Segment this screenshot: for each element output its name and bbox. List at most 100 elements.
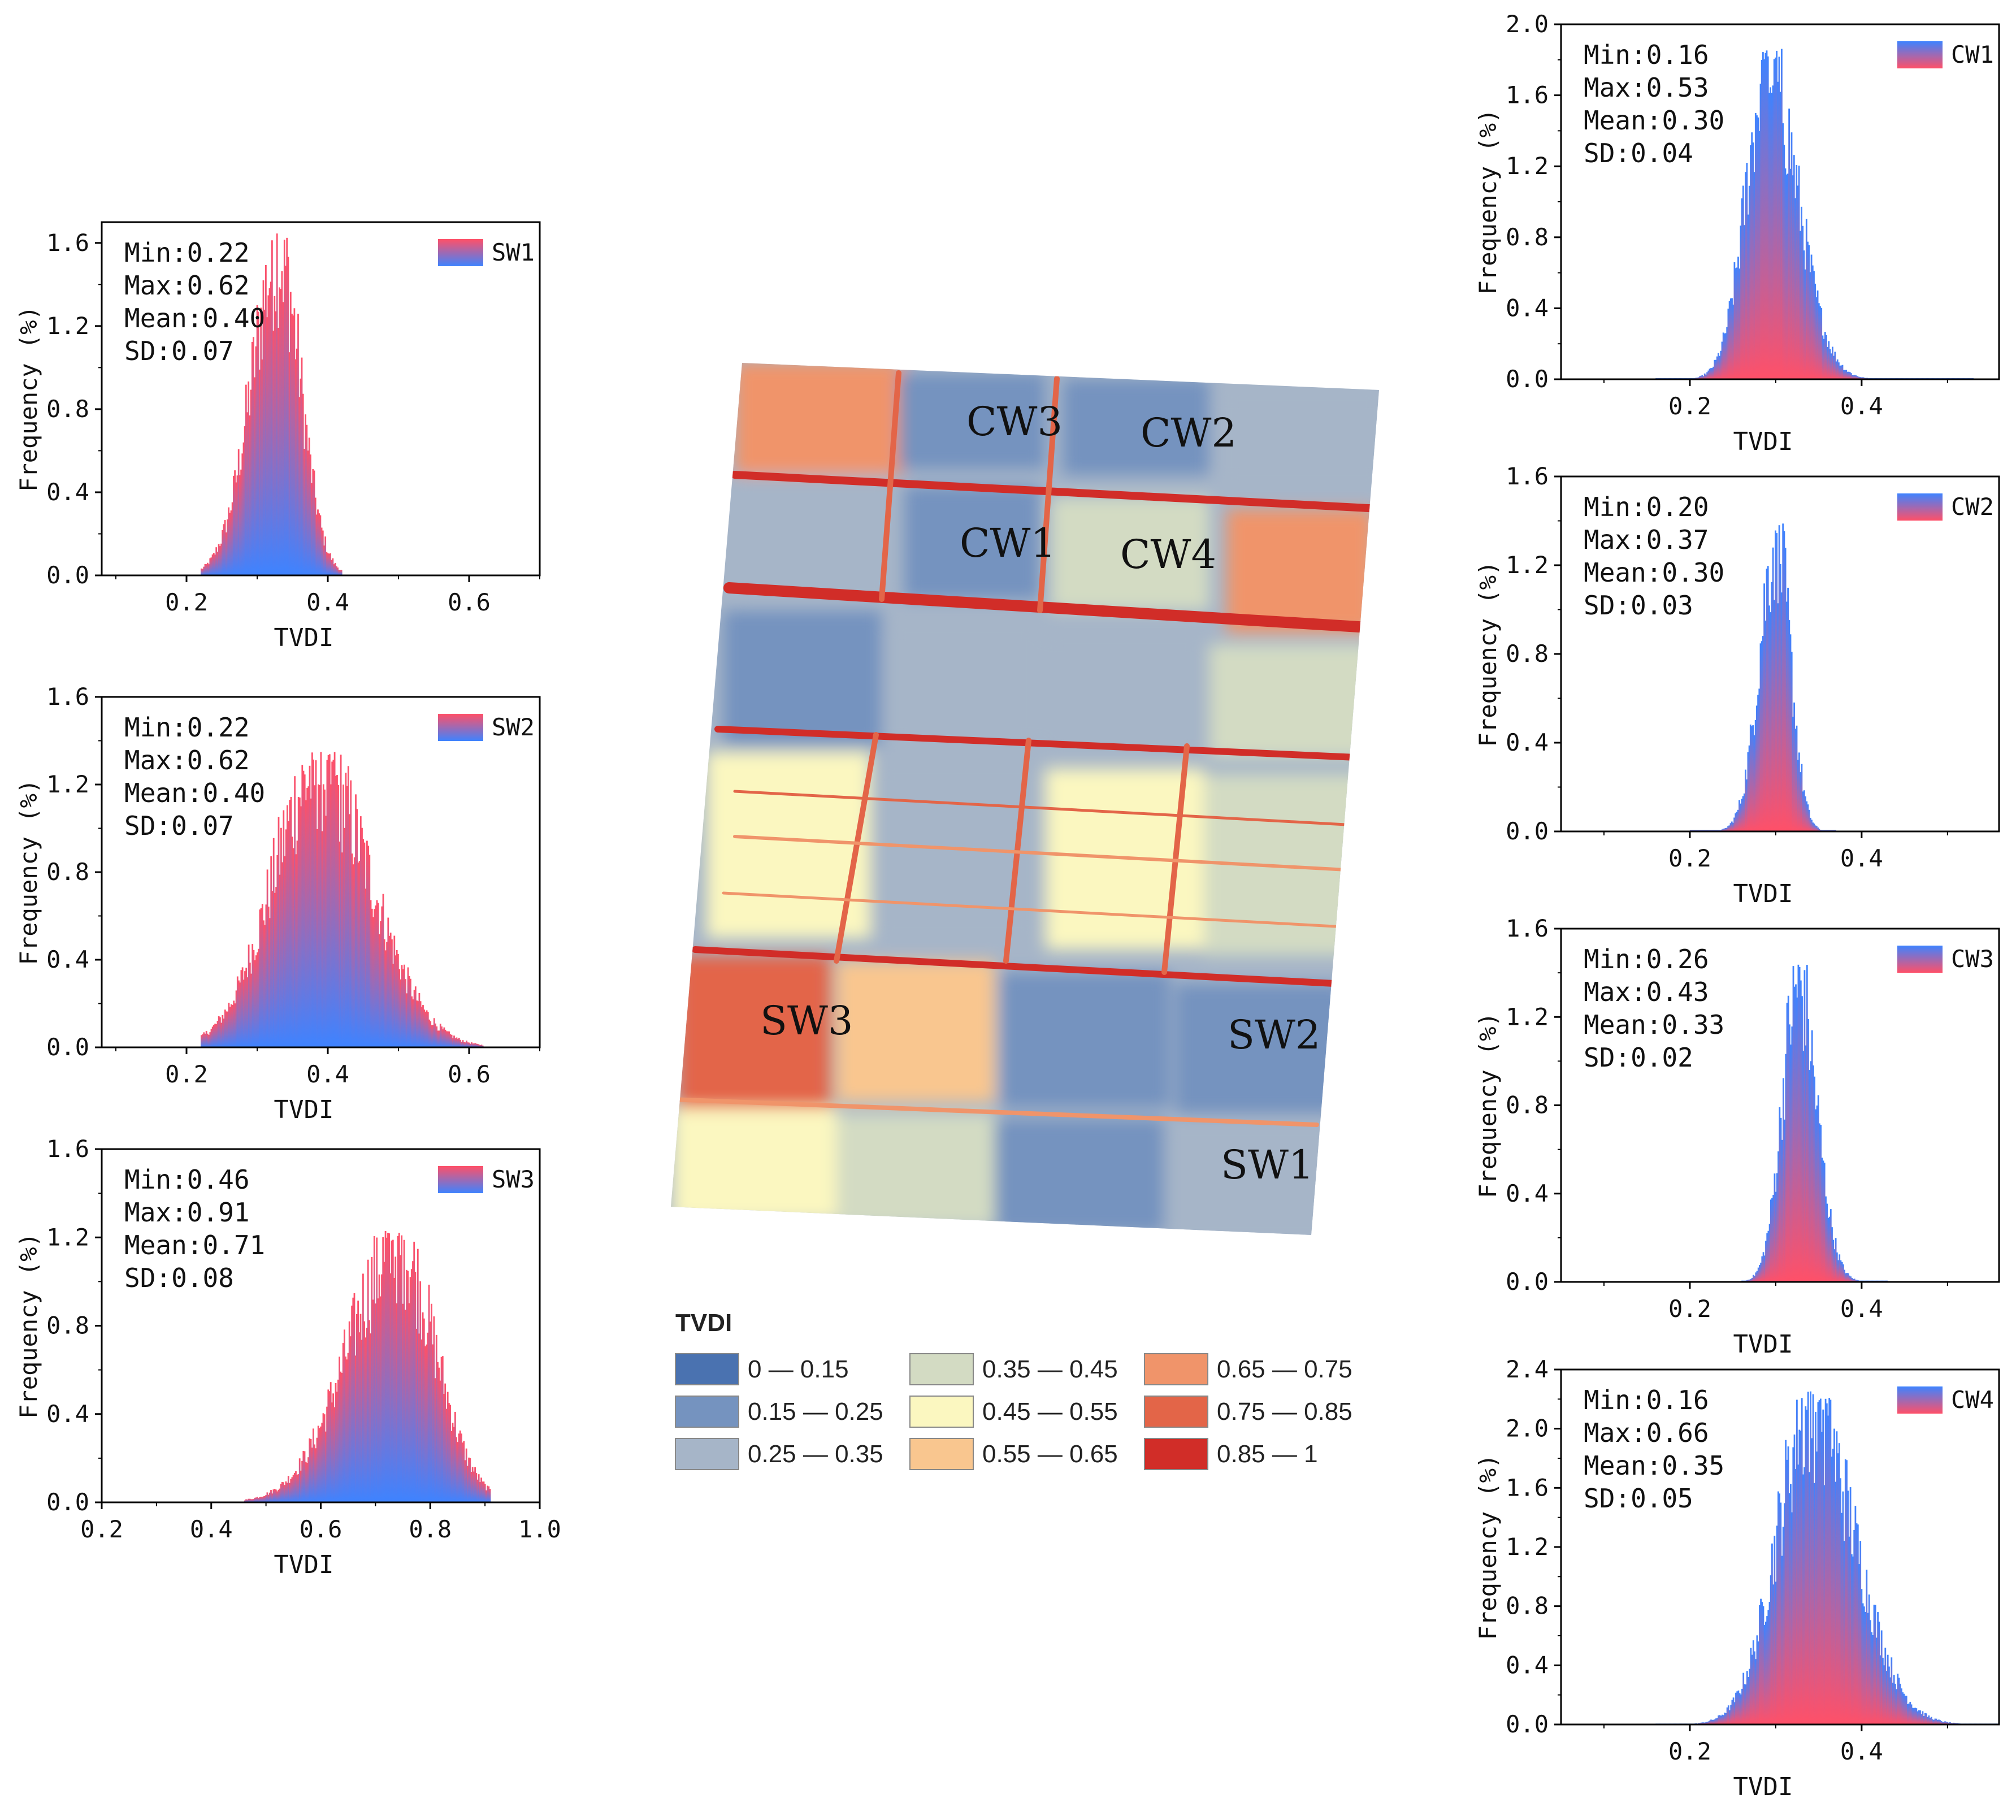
histogram-bar — [339, 570, 341, 575]
histogram-bar — [1935, 1718, 1937, 1724]
histogram-bar — [1785, 174, 1788, 379]
histogram-bar — [464, 1460, 466, 1502]
histogram-bar — [342, 1343, 344, 1502]
histogram-bar — [298, 397, 300, 575]
legend-class-label: 0.55 — 0.65 — [982, 1440, 1118, 1468]
legend-title: TVDI — [675, 1309, 732, 1337]
y-tick-label: 0.4 — [46, 478, 89, 506]
histogram-bar — [230, 1004, 232, 1047]
histogram-bar — [1779, 564, 1781, 831]
y-tick-label: 0.4 — [46, 946, 89, 973]
histogram-bar — [361, 827, 363, 1047]
histogram-bar — [252, 1499, 253, 1502]
histogram-bar — [1777, 1491, 1779, 1724]
histogram-bar — [264, 1496, 266, 1502]
histogram-bar — [1767, 56, 1769, 380]
histogram-bar — [322, 1413, 324, 1502]
histogram-bar — [1929, 1718, 1931, 1724]
histogram-bar — [1783, 531, 1785, 831]
histogram-bar — [427, 1332, 429, 1502]
histogram-bar — [391, 1240, 393, 1502]
stat-line: Mean:0.35 — [1584, 1450, 1724, 1481]
histogram-bar — [284, 856, 286, 1047]
histogram-bar — [293, 848, 294, 1047]
histogram-bar — [1798, 166, 1800, 379]
histogram-bar — [326, 552, 328, 575]
histogram-bar — [218, 544, 220, 575]
histogram-bar — [314, 785, 316, 1047]
histogram-bar — [345, 1357, 346, 1502]
histogram-bar — [203, 566, 205, 575]
histogram-bar — [1759, 84, 1762, 379]
histogram-bar — [244, 426, 246, 575]
legend-swatch — [438, 1166, 483, 1193]
histogram-bar — [242, 980, 245, 1047]
histogram-bar — [1744, 1684, 1746, 1724]
stat-line: Min:0.22 — [124, 237, 250, 268]
histogram-bar — [365, 1337, 367, 1502]
histogram-bar — [1793, 986, 1796, 1282]
histogram-bar — [1791, 1026, 1793, 1282]
histogram-bar — [313, 759, 314, 1047]
histogram-bar — [362, 839, 365, 1047]
histogram-bar — [1773, 59, 1775, 380]
histogram-bar — [1786, 601, 1788, 831]
histogram-bar — [1920, 1714, 1923, 1724]
histogram-bar — [249, 963, 251, 1047]
histogram-bar — [1852, 1556, 1854, 1724]
legend-label: CW3 — [1951, 945, 1994, 973]
histogram-bar — [352, 1297, 354, 1502]
histogram-bar — [1923, 1716, 1925, 1724]
histogram-bar — [237, 449, 240, 575]
histogram-bar — [1814, 825, 1816, 831]
histogram-bar — [476, 1479, 479, 1502]
histogram-bar — [255, 955, 257, 1047]
histogram-bar — [1794, 1469, 1797, 1724]
x-tick-label: 0.4 — [1840, 392, 1883, 420]
histogram-bar — [1832, 1240, 1835, 1282]
histogram-bar — [261, 1497, 263, 1502]
histogram-bar — [1914, 1708, 1916, 1724]
histogram-bar — [319, 515, 322, 575]
histogram-bar — [1797, 185, 1799, 379]
histogram-bar — [1848, 1536, 1850, 1724]
plot-label: SW3 — [760, 998, 853, 1044]
histogram-bar — [479, 1482, 481, 1502]
histogram-bar — [1702, 376, 1705, 379]
histogram-bar — [444, 1383, 446, 1502]
histogram-bar — [1802, 1474, 1804, 1724]
histogram-bar — [1802, 226, 1804, 379]
histogram-bar — [1833, 1428, 1835, 1724]
histogram-bar — [245, 968, 248, 1047]
histogram-bar — [344, 827, 346, 1047]
y-axis-label: Frequency (%) — [15, 1233, 42, 1419]
histogram-bar — [1856, 1280, 1858, 1282]
histogram-bar — [253, 337, 254, 575]
histogram-bar — [358, 1332, 361, 1502]
histogram-bar — [359, 1314, 362, 1502]
histogram-bar — [1855, 1523, 1858, 1724]
histogram-bar — [1742, 185, 1744, 379]
histogram-bar — [305, 1462, 307, 1502]
histogram-bar — [396, 1303, 398, 1502]
histogram-bar — [337, 1379, 339, 1502]
histogram-bar — [1880, 1630, 1883, 1724]
histogram-bar — [420, 1339, 423, 1502]
histogram-bar — [262, 1496, 265, 1502]
x-tick-label: 0.4 — [1840, 844, 1883, 872]
histogram-bar — [296, 1475, 298, 1502]
histogram-bar — [1792, 175, 1794, 379]
histogram-bar — [1762, 636, 1764, 831]
histogram-bar — [1754, 112, 1757, 379]
histogram-bar — [410, 978, 411, 1047]
histogram-bar — [1816, 290, 1819, 379]
histogram-bar — [1823, 1485, 1826, 1724]
histogram-bar — [271, 891, 274, 1047]
histogram-bar — [254, 1497, 256, 1502]
histogram-bar — [1777, 81, 1779, 379]
histogram-bar — [1826, 1203, 1828, 1282]
histogram-bar — [465, 1042, 466, 1047]
histogram-bar — [309, 1438, 311, 1502]
histogram-bar — [1849, 1275, 1850, 1282]
y-tick-label: 0.8 — [1506, 223, 1549, 251]
